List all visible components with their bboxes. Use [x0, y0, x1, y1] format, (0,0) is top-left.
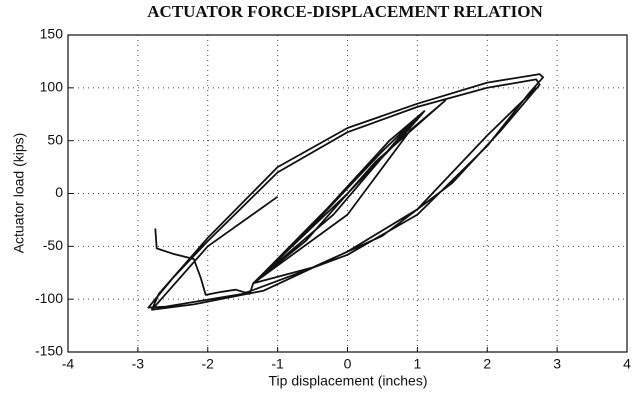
x-tick-label: 1	[413, 356, 421, 372]
y-tick-label: -50	[43, 237, 63, 253]
y-tick-label: 100	[40, 79, 64, 95]
y-tick-label: -100	[35, 290, 63, 306]
y-tick-label: 50	[47, 131, 63, 147]
x-axis-label: Tip displacement (inches)	[269, 373, 428, 389]
x-tick-label: -4	[62, 356, 75, 372]
x-tick-label: -1	[271, 356, 284, 372]
x-tick-label: 4	[623, 356, 631, 372]
x-tick-label: 0	[344, 356, 352, 372]
y-tick-label: 0	[55, 184, 63, 200]
data-line	[147, 73, 544, 311]
plot-frame	[67, 34, 628, 353]
x-tick-label: -2	[202, 356, 215, 372]
y-axis-label: Actuator load (kips)	[11, 133, 27, 254]
x-tick-label: 2	[483, 356, 491, 372]
y-tick-label: 150	[40, 26, 64, 42]
x-tick-label: 3	[553, 356, 561, 372]
y-tick-label: -150	[35, 343, 63, 359]
chart-title: ACTUATOR FORCE-DISPLACEMENT RELATION	[147, 2, 543, 21]
x-tick-label: -3	[132, 356, 145, 372]
